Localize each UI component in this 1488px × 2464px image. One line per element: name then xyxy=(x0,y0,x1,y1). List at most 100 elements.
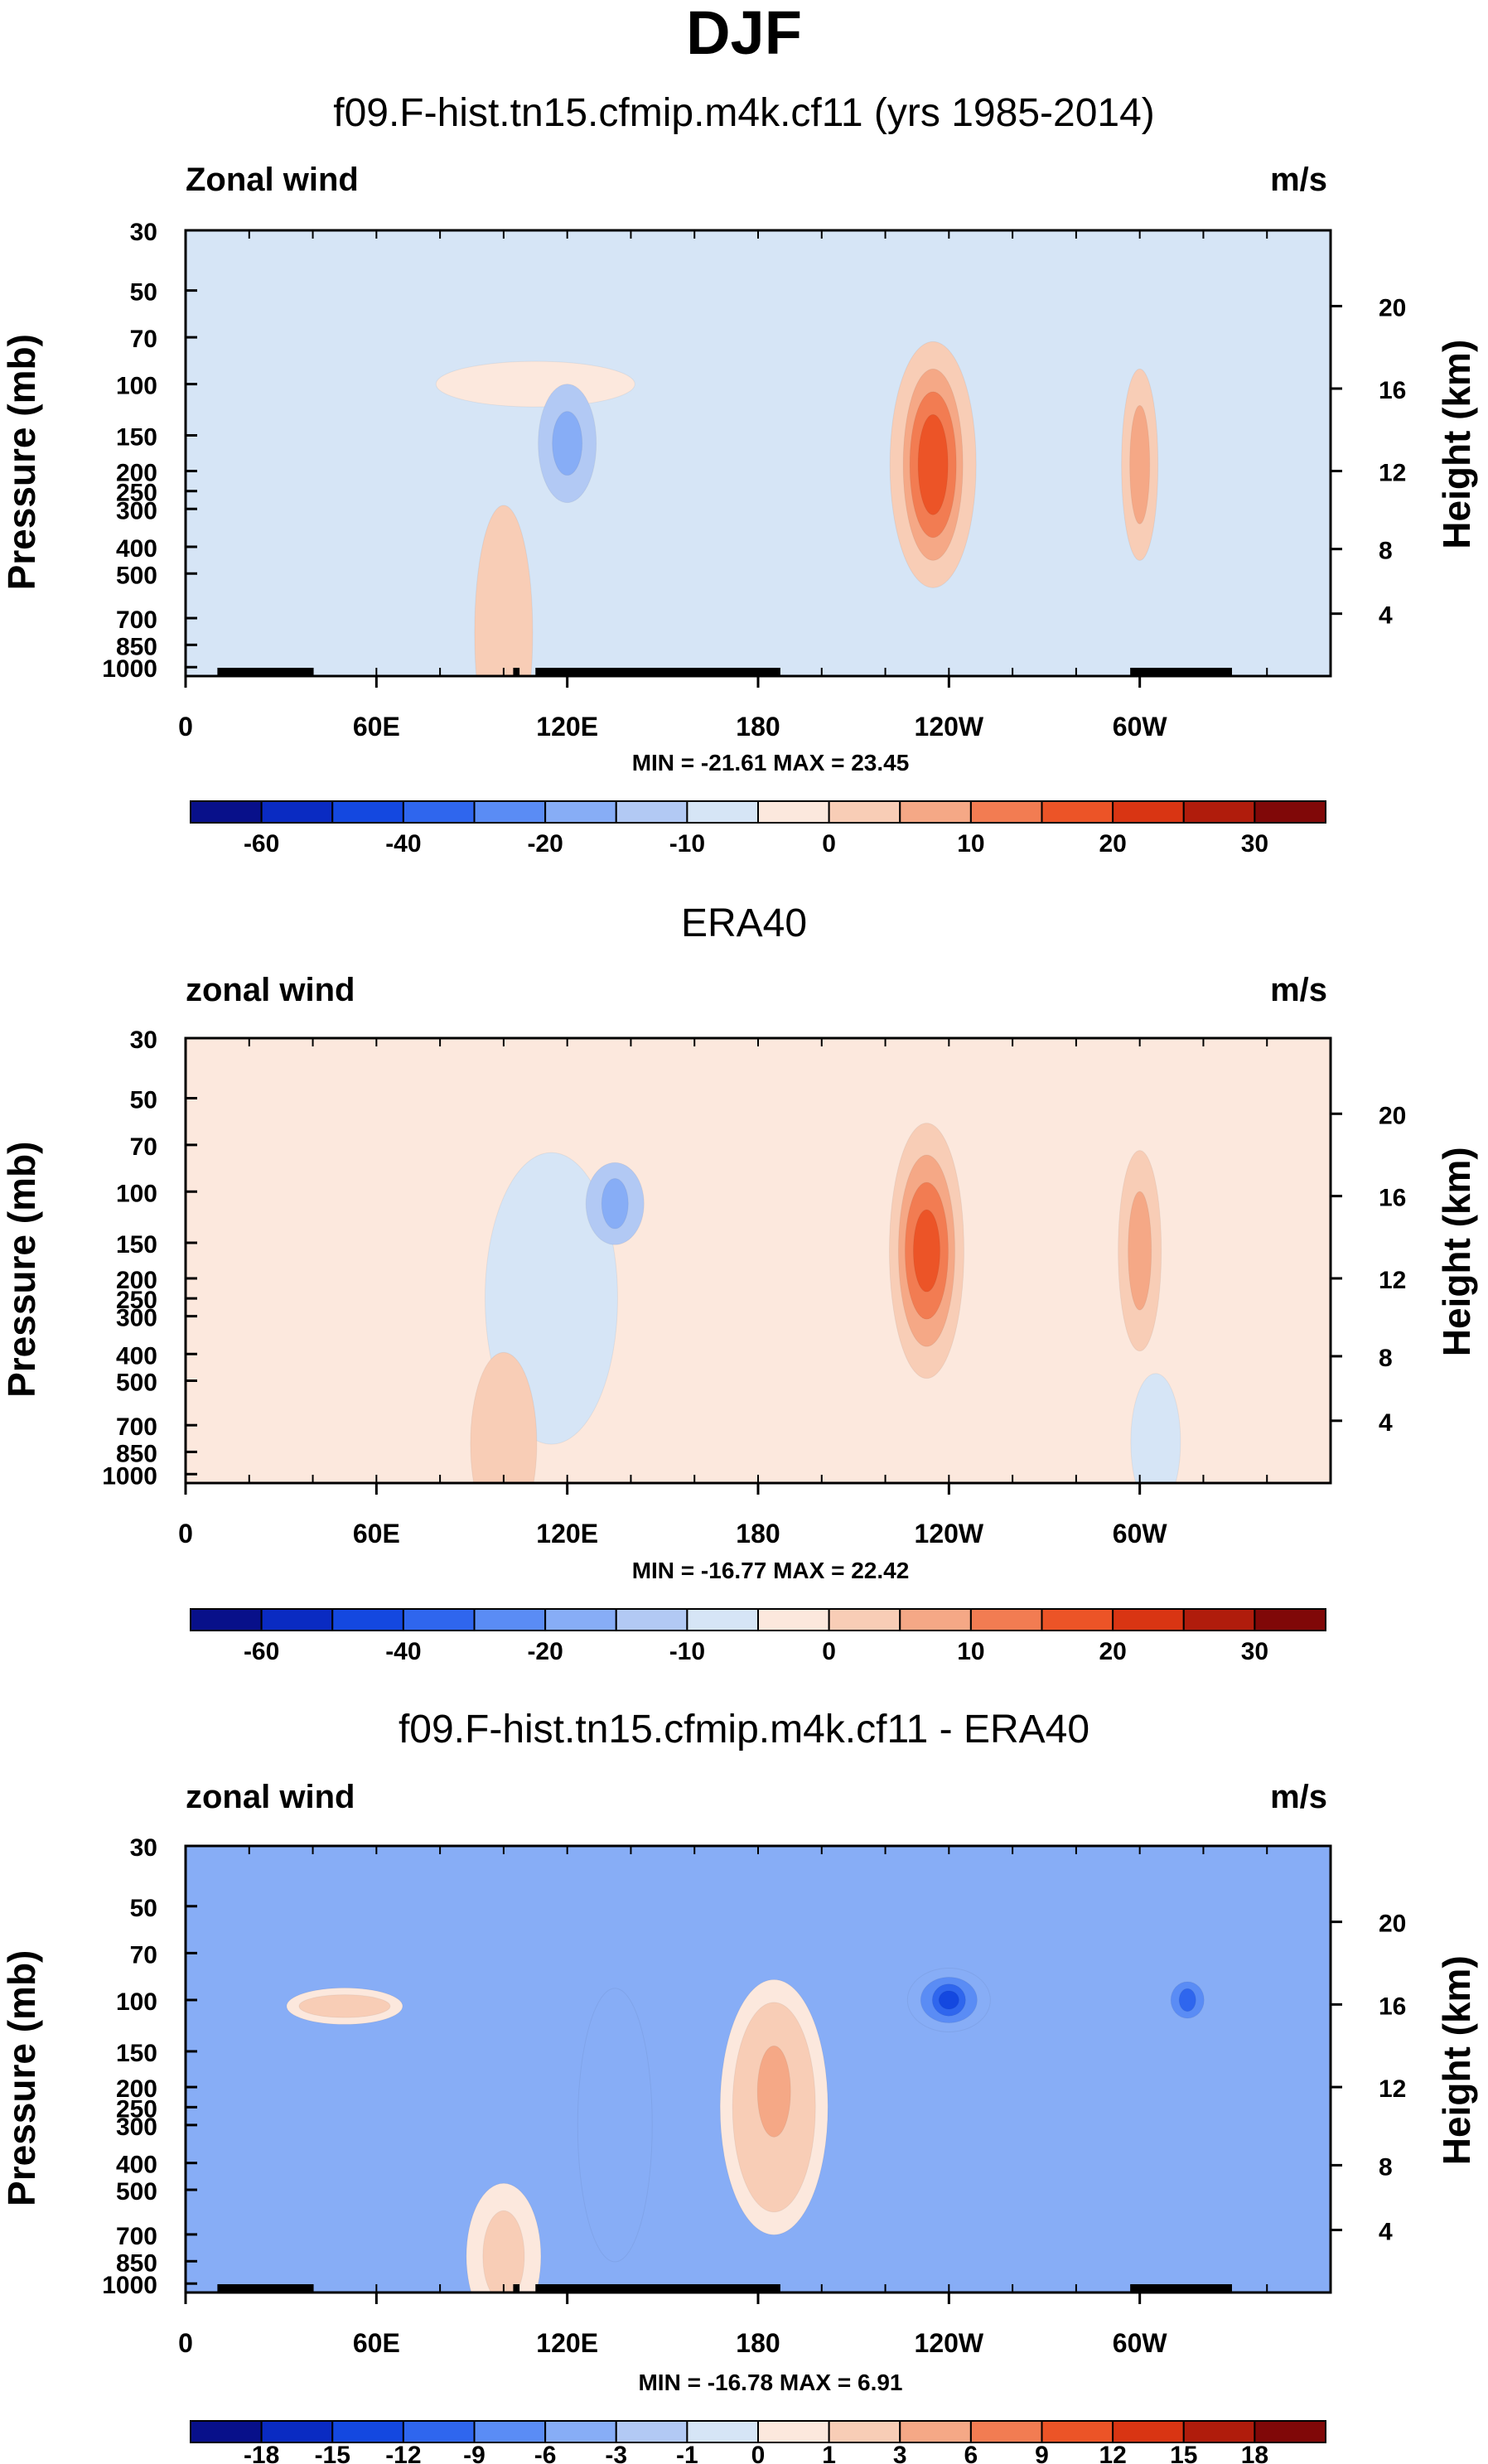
y-tick-label: 70 xyxy=(130,1133,157,1161)
colorbar-swatch xyxy=(615,2420,688,2443)
terrain-mask xyxy=(1130,668,1232,676)
x-tick-label: 120W xyxy=(915,2328,984,2358)
y-tick-label: 70 xyxy=(130,326,157,353)
contour-level-neg3 xyxy=(577,1988,653,2263)
panel-title: f09.F-hist.tn15.cfmip.m4k.cf11 (yrs 1985… xyxy=(333,91,1155,135)
colorbar-swatch xyxy=(1041,1608,1114,1631)
colorbar-swatch xyxy=(1112,2420,1185,2443)
colorbar-swatch xyxy=(899,800,972,824)
x-tick-label: 120E xyxy=(536,2328,598,2358)
panel-left-label: Zonal wind xyxy=(186,162,359,198)
colorbar-swatch xyxy=(969,1608,1043,1631)
y-tick-label: 300 xyxy=(116,2114,157,2141)
colorbar-swatch xyxy=(828,2420,901,2443)
colorbar-swatch xyxy=(402,1608,476,1631)
y-tick-label: 400 xyxy=(116,1342,157,1370)
y-tick-label: 500 xyxy=(116,2178,157,2206)
colorbar-swatch xyxy=(899,2420,972,2443)
min-max-stats: MIN = -16.78 MAX = 6.91 xyxy=(638,2370,902,2395)
colorbar-swatch xyxy=(1254,1608,1326,1631)
colorbar-swatch xyxy=(1254,2420,1326,2443)
colorbar-swatch xyxy=(1041,2420,1114,2443)
panel-title: f09.F-hist.tn15.cfmip.m4k.cf11 - ERA40 xyxy=(399,1708,1089,1751)
panel-left-label: zonal wind xyxy=(186,1779,355,1815)
colorbar-label: -12 xyxy=(385,2442,421,2464)
x-tick-label: 60W xyxy=(1113,1519,1168,1548)
y2-tick-label: 20 xyxy=(1379,1911,1406,1938)
y-tick-label: 1000 xyxy=(102,655,157,683)
colorbar-label: 30 xyxy=(1241,830,1268,858)
terrain-mask xyxy=(535,668,780,676)
x-tick-label: 0 xyxy=(178,1519,193,1548)
colorbar-swatch xyxy=(402,800,476,824)
colorbar-label: 10 xyxy=(957,1638,984,1665)
colorbar-label: 1 xyxy=(822,2442,836,2464)
y-tick-label: 250 xyxy=(116,480,157,507)
colorbar-label: -1 xyxy=(676,2442,698,2464)
contour-level-10 xyxy=(1129,404,1151,524)
colorbar-swatch xyxy=(190,1608,263,1631)
y-tick-label: 700 xyxy=(116,1413,157,1441)
colorbar-swatch xyxy=(615,800,688,824)
y-tick-label: 150 xyxy=(116,1231,157,1259)
colorbar-swatch xyxy=(331,800,404,824)
contour-level-neg1 xyxy=(1130,1373,1181,1483)
y-tick-label: 150 xyxy=(116,2040,157,2067)
x-tick-label: 0 xyxy=(178,2328,193,2358)
y2-tick-label: 12 xyxy=(1379,460,1406,487)
y-tick-label: 200 xyxy=(116,460,157,487)
colorbar-swatch xyxy=(1112,800,1185,824)
y2-axis-title: Height (km) xyxy=(1435,1147,1478,1356)
y2-tick-label: 8 xyxy=(1379,2153,1393,2181)
colorbar-swatch xyxy=(544,1608,617,1631)
terrain-mask xyxy=(217,2284,313,2292)
y-tick-label: 300 xyxy=(116,497,157,524)
y-tick-label: 50 xyxy=(130,1895,157,1922)
contour-level-1 xyxy=(298,1994,391,2018)
colorbar-label: -40 xyxy=(385,1638,421,1665)
colorbar-swatch xyxy=(1041,800,1114,824)
colorbar-label: 15 xyxy=(1170,2442,1197,2464)
colorbar-swatch xyxy=(757,1608,830,1631)
colorbar-label: -9 xyxy=(463,2442,486,2464)
y-tick-label: 500 xyxy=(116,1369,157,1396)
colorbar-swatch xyxy=(473,800,547,824)
colorbar-label: -18 xyxy=(244,2442,279,2464)
y-tick-label: 30 xyxy=(130,1027,157,1054)
colorbar-swatch xyxy=(190,2420,263,2443)
contour-level-5 xyxy=(474,505,534,676)
y-tick-label: 500 xyxy=(116,562,157,589)
y-tick-label: 100 xyxy=(116,373,157,400)
y-tick-label: 100 xyxy=(116,1180,157,1207)
y2-axis-title: Height (km) xyxy=(1435,1955,1478,2165)
y-tick-label: 300 xyxy=(116,1305,157,1332)
colorbar-label: 20 xyxy=(1099,1638,1126,1665)
y2-tick-label: 4 xyxy=(1379,1409,1393,1437)
colorbar-swatch xyxy=(899,1608,972,1631)
y-tick-label: 70 xyxy=(130,1941,157,1969)
y2-tick-label: 4 xyxy=(1379,602,1393,630)
min-max-stats: MIN = -16.77 MAX = 22.42 xyxy=(632,1558,910,1583)
y2-tick-label: 4 xyxy=(1379,2219,1393,2246)
x-tick-label: 60W xyxy=(1113,712,1168,742)
colorbar-label: 0 xyxy=(751,2442,766,2464)
colorbar-swatch xyxy=(331,2420,404,2443)
x-tick-label: 60E xyxy=(353,712,400,742)
colorbar-swatch xyxy=(757,2420,830,2443)
colorbar-label: -40 xyxy=(385,830,421,858)
y-tick-label: 200 xyxy=(116,2075,157,2103)
colorbar-swatch xyxy=(544,2420,617,2443)
colorbar-swatch xyxy=(969,800,1043,824)
colorbar-label: -3 xyxy=(605,2442,627,2464)
terrain-mask xyxy=(1130,2284,1232,2292)
y-tick-label: 50 xyxy=(130,279,157,307)
y-axis-title: Pressure (mb) xyxy=(0,1142,43,1398)
colorbar-swatch xyxy=(686,1608,759,1631)
x-tick-label: 60E xyxy=(353,2328,400,2358)
contour-level-20 xyxy=(917,413,949,515)
contour-level-1 xyxy=(482,2210,525,2292)
colorbar-swatch xyxy=(260,2420,334,2443)
colorbar-swatch xyxy=(615,1608,688,1631)
colorbar-swatch xyxy=(1254,800,1326,824)
